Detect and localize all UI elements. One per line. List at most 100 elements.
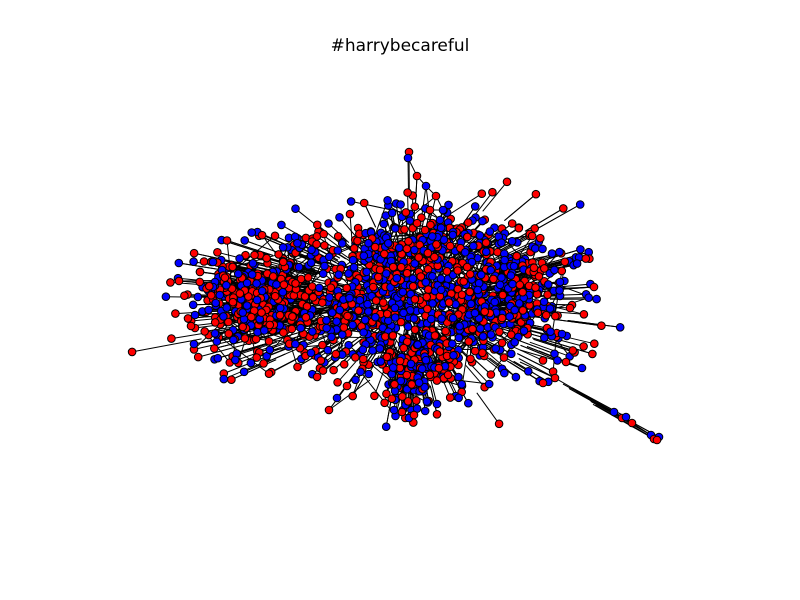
graph-edge xyxy=(216,333,270,375)
blue-node xyxy=(519,326,529,336)
blue-node xyxy=(426,314,436,324)
red-node xyxy=(559,204,568,213)
blue-node xyxy=(390,224,400,233)
graph-edge xyxy=(414,175,418,208)
graph-edge xyxy=(352,371,368,397)
red-node xyxy=(486,370,496,379)
blue-node xyxy=(470,308,480,318)
blue-node xyxy=(278,243,288,252)
red-node xyxy=(333,232,343,241)
red-node xyxy=(561,357,571,367)
red-node xyxy=(398,392,407,401)
blue-node xyxy=(318,269,328,279)
blue-node xyxy=(505,312,515,321)
red-node xyxy=(291,279,300,288)
blue-node xyxy=(390,313,400,322)
blue-node xyxy=(337,239,347,248)
blue-node xyxy=(235,254,244,263)
graph-edge xyxy=(407,157,409,194)
red-node xyxy=(432,240,441,249)
graph-edge xyxy=(429,385,438,415)
blue-node xyxy=(278,287,288,297)
red-node xyxy=(329,365,338,375)
blue-node xyxy=(547,249,557,258)
red-node xyxy=(420,225,430,235)
red-node xyxy=(507,219,517,228)
red-node xyxy=(186,321,196,331)
red-node xyxy=(339,323,349,332)
blue-node xyxy=(609,407,619,417)
blue-node xyxy=(334,270,344,280)
red-node xyxy=(274,250,283,259)
red-node xyxy=(228,262,237,272)
red-node xyxy=(278,257,288,267)
blue-node xyxy=(490,297,500,307)
blue-node xyxy=(420,406,430,416)
red-node xyxy=(270,291,280,301)
red-node xyxy=(301,313,311,322)
blue-node xyxy=(363,299,372,309)
red-node xyxy=(279,280,289,290)
red-node xyxy=(270,231,280,241)
blue-node xyxy=(428,299,437,308)
blue-node xyxy=(396,200,405,209)
blue-node xyxy=(161,292,171,302)
graph-edge xyxy=(239,258,283,270)
blue-node xyxy=(405,216,415,225)
blue-node xyxy=(455,321,464,331)
red-node xyxy=(442,267,452,276)
red-node xyxy=(316,356,326,365)
blue-node xyxy=(545,304,555,313)
blue-node xyxy=(375,344,385,353)
blue-node xyxy=(212,337,222,346)
blue-node xyxy=(265,345,275,355)
red-node xyxy=(262,253,271,263)
blue-node xyxy=(174,258,184,268)
blue-node xyxy=(381,422,391,432)
red-node xyxy=(531,283,540,292)
red-node xyxy=(397,407,407,417)
blue-node xyxy=(348,320,357,330)
blue-node xyxy=(379,219,389,229)
red-node xyxy=(287,324,297,334)
red-node xyxy=(174,276,184,286)
blue-node xyxy=(550,265,559,275)
blue-node xyxy=(291,339,300,349)
red-node xyxy=(652,435,662,445)
red-node xyxy=(378,298,388,307)
blue-node xyxy=(507,349,516,359)
blue-node xyxy=(388,363,398,372)
red-node xyxy=(515,280,525,290)
red-node xyxy=(265,320,275,330)
red-node xyxy=(257,308,266,317)
red-node xyxy=(206,291,216,300)
blue-node xyxy=(475,231,485,240)
red-node xyxy=(518,287,527,297)
blue-node xyxy=(307,245,316,255)
red-node xyxy=(324,405,334,415)
graph-edge xyxy=(476,392,500,425)
blue-node xyxy=(346,197,356,206)
red-node xyxy=(494,419,504,429)
blue-node xyxy=(514,299,524,308)
blue-node xyxy=(272,280,281,289)
red-node xyxy=(331,349,341,359)
red-node xyxy=(318,298,327,308)
red-node xyxy=(434,363,444,373)
red-node xyxy=(312,372,322,382)
red-node xyxy=(345,209,355,219)
red-node xyxy=(200,327,209,336)
red-node xyxy=(498,290,508,300)
blue-node xyxy=(592,294,601,304)
blue-node xyxy=(454,372,463,382)
blue-node xyxy=(421,355,431,365)
blue-node xyxy=(277,220,286,230)
red-node xyxy=(589,282,599,292)
blue-node xyxy=(368,346,377,355)
graph-edge xyxy=(509,344,544,361)
red-node xyxy=(425,205,435,215)
blue-node xyxy=(211,298,220,308)
red-node xyxy=(268,272,278,281)
blue-node xyxy=(210,329,220,338)
blue-node xyxy=(510,305,520,315)
